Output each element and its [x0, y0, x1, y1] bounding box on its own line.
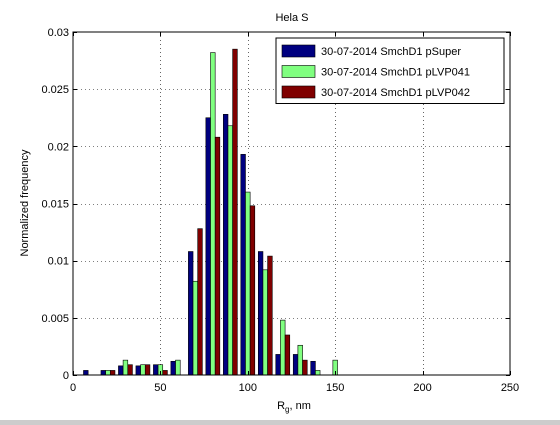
bar	[280, 319, 286, 376]
x-axis-label-subscript: g	[285, 405, 289, 414]
legend-swatch	[281, 85, 316, 99]
bar	[205, 117, 211, 376]
bar	[297, 344, 303, 376]
x-tick-label: 0	[70, 382, 76, 394]
plot-frame	[72, 31, 511, 376]
bar	[232, 48, 238, 376]
bar	[310, 360, 316, 376]
y-tick-label: 0.03	[48, 27, 69, 39]
x-axis-label-unit: , nm	[290, 400, 311, 412]
bar	[249, 205, 256, 376]
bar	[302, 359, 308, 376]
legend-swatch	[281, 44, 316, 58]
x-axis-label: Rg, nm	[277, 400, 311, 414]
bar	[245, 191, 251, 376]
bar	[83, 370, 89, 376]
y-tick-labels: 0 0.005 0.01 0.015 0.02 0.025 0.03	[41, 27, 69, 382]
bar	[210, 52, 216, 376]
bar	[188, 251, 194, 376]
bar	[109, 370, 116, 376]
bar	[257, 251, 264, 376]
ticks-group	[73, 32, 511, 376]
bar	[275, 354, 281, 376]
bar	[315, 370, 321, 376]
y-tick-label: 0.025	[41, 84, 69, 96]
legend-entry-label: 30-07-2014 SmchD1 pLVP042	[321, 87, 470, 99]
y-axis-label: Normalized frequency	[19, 149, 31, 256]
bar	[267, 255, 273, 376]
bar	[292, 354, 299, 376]
bar	[122, 359, 129, 376]
x-tick-labels: 0 50 100 150 200 250	[70, 382, 519, 394]
bar	[170, 360, 176, 376]
legend: 30-07-2014 SmchD1 pSuper 30-07-2014 SmchD…	[275, 37, 505, 104]
bar	[284, 334, 291, 376]
bar	[105, 370, 111, 376]
bar	[223, 114, 229, 376]
bar	[153, 364, 159, 376]
bar	[100, 370, 106, 376]
legend-swatch	[281, 65, 316, 78]
bar	[140, 364, 146, 376]
x-tick-label: 100	[239, 382, 257, 394]
chart-title: Hela S	[275, 12, 308, 24]
legend-entry-label: 30-07-2014 SmchD1 pSuper	[321, 46, 461, 58]
y-tick-label: 0	[63, 370, 69, 382]
bar	[135, 365, 141, 376]
bar	[262, 269, 268, 376]
y-tick-label: 0.01	[48, 256, 69, 268]
bar	[162, 370, 168, 376]
x-tick-label: 200	[413, 382, 431, 394]
x-tick-label: 150	[326, 382, 344, 394]
bars-group	[83, 48, 338, 376]
bar	[240, 154, 246, 376]
legend-entry-label: 30-07-2014 SmchD1 pLVP041	[321, 67, 470, 79]
bar	[118, 365, 124, 376]
y-tick-label: 0.005	[41, 313, 69, 325]
bar	[175, 359, 181, 376]
bar	[197, 228, 203, 376]
x-tick-label: 250	[501, 382, 519, 394]
bar	[192, 280, 198, 376]
x-tick-label: 50	[154, 382, 166, 394]
bar	[214, 136, 221, 376]
bar	[127, 364, 133, 376]
y-tick-label: 0.015	[41, 199, 69, 211]
y-tick-label: 0.02	[48, 141, 69, 153]
bar	[144, 364, 151, 376]
bar	[227, 125, 233, 376]
